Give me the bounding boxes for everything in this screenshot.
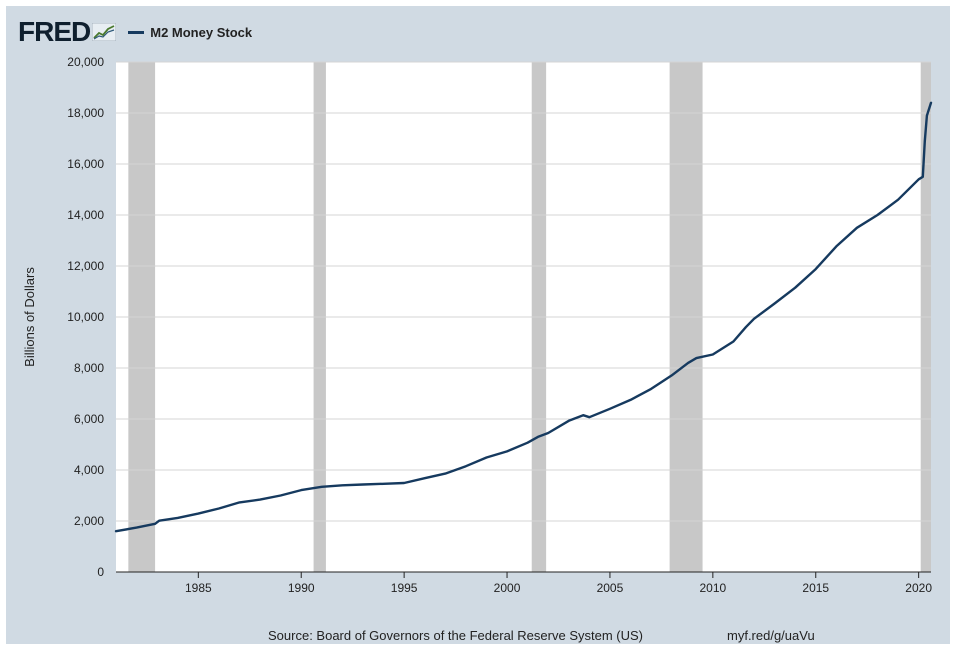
y-tick-label: 0 <box>97 565 104 579</box>
x-tick-label: 2020 <box>905 581 932 595</box>
chart-header: FRED M2 Money Stock <box>18 18 252 46</box>
y-tick-label: 16,000 <box>67 157 104 171</box>
y-tick-label: 12,000 <box>67 259 104 273</box>
x-tick-label: 1995 <box>391 581 418 595</box>
chart-frame: FRED M2 Money Stock 0 2,000 4,000 6,000 8,00… <box>6 6 950 644</box>
y-axis-title: Billions of Dollars <box>22 267 37 367</box>
x-tick-label: 1985 <box>185 581 212 595</box>
y-tick-label: 10,000 <box>67 310 104 324</box>
y-tick-label: 14,000 <box>67 208 104 222</box>
chart-canvas: 0 2,000 4,000 6,000 8,000 10,000 12,000 14,000 1… <box>22 55 933 595</box>
chart-trend-badge-icon <box>92 23 117 41</box>
x-tick-label: 2000 <box>494 581 521 595</box>
y-tick-label: 18,000 <box>67 106 104 120</box>
legend-label: M2 Money Stock <box>150 24 253 40</box>
y-tick-label: 20,000 <box>67 55 104 69</box>
legend-swatch <box>128 30 145 34</box>
legend[interactable]: M2 Money Stock <box>128 25 252 40</box>
x-tick-label: 2005 <box>597 581 624 595</box>
y-tick-label: 8,000 <box>74 361 104 375</box>
source-note: Source: Board of Governors of the Federa… <box>268 628 643 643</box>
series-line-m2 <box>114 101 933 533</box>
short-link[interactable]: myf.red/g/uaVu <box>727 628 815 643</box>
y-tick-label: 6,000 <box>74 412 104 426</box>
y-tick-label: 4,000 <box>74 463 104 477</box>
fred-logo[interactable]: FRED <box>18 16 91 47</box>
x-tick-label: 2015 <box>802 581 829 595</box>
x-tick-label: 1990 <box>288 581 315 595</box>
x-tick-label: 2010 <box>699 581 726 595</box>
y-tick-label: 2,000 <box>74 514 104 528</box>
